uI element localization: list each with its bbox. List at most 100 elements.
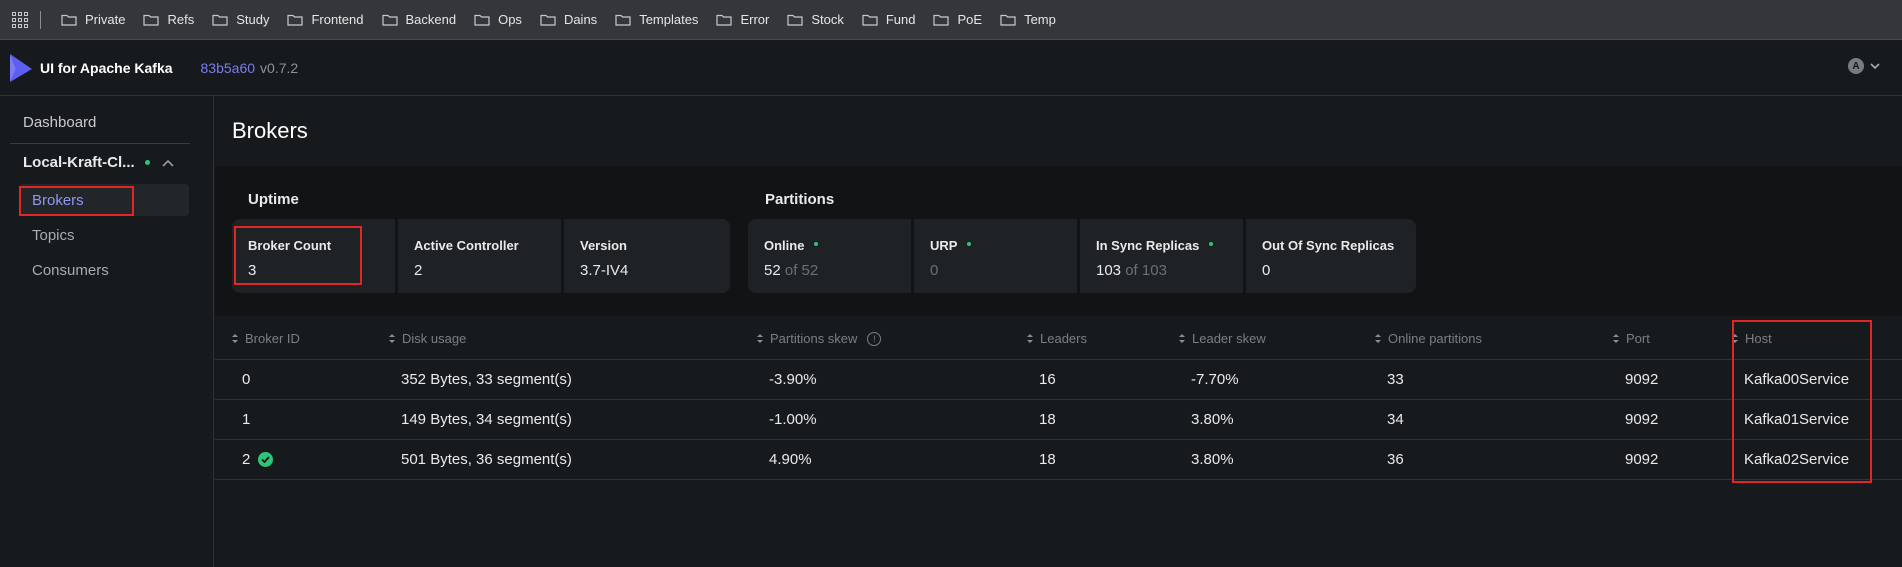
bookmark-folder[interactable]: Fund [854,6,924,34]
cell-host: Kafka02Service [1744,451,1850,468]
version-number: v0.7.2 [260,59,299,76]
sidebar-item-label: Topics [32,226,75,244]
column-header-port[interactable]: Port [1612,331,1650,346]
active-controller-card: Active Controller 2 [398,219,561,293]
online-partitions-card: Online 52 of 52 [748,219,911,293]
bookmark-folder[interactable]: Dains [532,6,605,34]
folder-icon [933,14,950,26]
column-label: Port [1626,331,1650,346]
apps-grid-icon[interactable] [12,11,28,28]
bookmark-label: Ops [498,12,522,27]
chevron-up-icon [162,159,174,167]
column-label: Online partitions [1388,331,1482,346]
table-row[interactable]: 1 149 Bytes, 34 segment(s) -1.00% 18 3.80% 34… [215,400,1902,440]
kafka-ui-logo-icon[interactable] [6,51,36,85]
urp-card: URP 0 [914,219,1077,293]
card-title: Out Of Sync Replicas [1262,238,1395,253]
bookmark-folder[interactable]: Temp [992,6,1064,34]
sidebar-item-dashboard[interactable]: Dashboard [23,114,97,131]
sort-icon [1374,333,1388,344]
page-title: Brokers [232,118,308,143]
cluster-status-dot [144,160,150,165]
info-icon[interactable]: ! [867,331,882,346]
status-dot [814,241,819,246]
column-header-disk-usage[interactable]: Disk usage [388,331,466,346]
folder-icon [1000,14,1016,26]
card-value: 2 [414,262,423,279]
card-value: 103 of 103 [1096,262,1167,279]
controller-check-icon [258,452,274,467]
cluster-toggle[interactable]: Local-Kraft-Cl... [23,154,188,171]
card-value: 3 [248,262,257,279]
status-dot [1209,241,1214,246]
table-row[interactable]: 0 352 Bytes, 33 segment(s) -3.90% 16 -7.70% 3… [215,360,1902,400]
table-row[interactable]: 2 501 Bytes, 36 segment(s) 4.90% 18 3.80% 36 9… [215,440,1902,480]
bookmark-folder[interactable]: Frontend [279,6,371,34]
sort-icon [1612,333,1626,344]
cell-host: Kafka01Service [1744,411,1850,428]
highlight-box-broker-count [234,226,362,285]
partitions-heading: Partitions [765,191,835,208]
folder-icon [862,14,878,26]
cell-leader-skew: 3.80% [1191,411,1234,428]
folder-icon [143,14,160,26]
highlight-box-host-column [1732,320,1872,483]
column-header-broker-id[interactable]: Broker ID [231,331,300,346]
cell-port: 9092 [1625,371,1659,388]
bookmark-folder[interactable]: Backend [374,6,465,34]
broker-count-card: Broker Count 3 [232,219,395,293]
column-label: Partitions skew [770,331,858,346]
bookmark-folder[interactable]: Refs [135,6,202,34]
folder-icon [716,14,733,26]
bookmark-folder[interactable]: Error [708,6,777,34]
user-avatar: A [1848,58,1864,74]
cell-leaders: 18 [1039,411,1056,428]
sidebar-item-topics[interactable]: Topics [19,219,189,251]
column-header-leader-skew[interactable]: Leader skew [1178,331,1266,346]
folder-icon [287,14,304,26]
sidebar-item-consumers[interactable]: Consumers [19,254,189,286]
bookmarks-separator [40,10,41,29]
cell-broker-id: 1 [242,411,251,428]
cell-leaders: 18 [1039,451,1056,468]
sort-icon [1178,333,1192,344]
bookmark-folder[interactable]: Templates [607,6,706,34]
bookmark-label: Study [236,12,270,27]
table-header: Broker ID Disk usage Partitions skew! Leade… [215,316,1902,360]
card-title: Version [580,238,627,253]
uptime-heading: Uptime [248,191,299,208]
folder-icon [381,14,398,26]
card-title: URP [930,238,1077,253]
bookmark-label: Fund [885,12,916,27]
cell-port: 9092 [1625,451,1659,468]
cluster-name: Local-Kraft-Cl... [23,154,135,171]
sort-icon [231,333,245,344]
card-title: In Sync Replicas [1096,238,1243,253]
column-header-leaders[interactable]: Leaders [1026,331,1087,346]
sort-icon [1026,333,1040,344]
app-title[interactable]: UI for Apache Kafka [40,59,173,76]
cell-host: Kafka00Service [1744,371,1850,388]
sidebar-item-brokers[interactable]: Brokers [19,184,189,216]
user-menu[interactable]: A [1848,58,1880,74]
out-of-sync-replicas-card: Out Of Sync Replicas 0 [1246,219,1416,293]
bookmark-folder[interactable]: Stock [779,6,852,34]
cell-partitions-skew: 4.90% [769,451,812,468]
bookmark-folder[interactable]: Ops [466,6,530,34]
bookmark-folder[interactable]: Study [204,6,277,34]
bookmark-label: Templates [639,12,699,27]
folder-icon [61,14,77,26]
card-title: Broker Count [248,238,332,253]
version-hash-link[interactable]: 83b5a60 [200,59,256,76]
card-value: 0 [930,262,939,279]
card-value: 3.7-IV4 [580,262,629,279]
column-header-partitions-skew[interactable]: Partitions skew! [756,331,882,346]
cell-partitions-skew: -3.90% [769,371,817,388]
bookmark-folder[interactable]: PoE [925,6,990,34]
column-label: Disk usage [402,331,467,346]
folder-icon [787,14,803,26]
bookmark-folder[interactable]: Private [53,6,133,34]
column-header-online-partitions[interactable]: Online partitions [1374,331,1482,346]
cell-disk-usage: 501 Bytes, 36 segment(s) [401,451,572,468]
highlight-box-brokers [19,186,134,216]
